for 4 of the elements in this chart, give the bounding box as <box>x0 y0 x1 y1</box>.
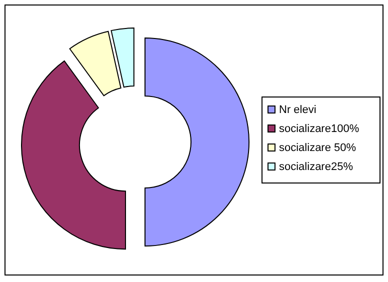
legend-label: socializare100% <box>279 123 360 135</box>
legend-label: Nr elevi <box>279 104 316 116</box>
legend-label: socializare25% <box>279 161 354 173</box>
legend-label: socializare 50% <box>279 142 356 154</box>
